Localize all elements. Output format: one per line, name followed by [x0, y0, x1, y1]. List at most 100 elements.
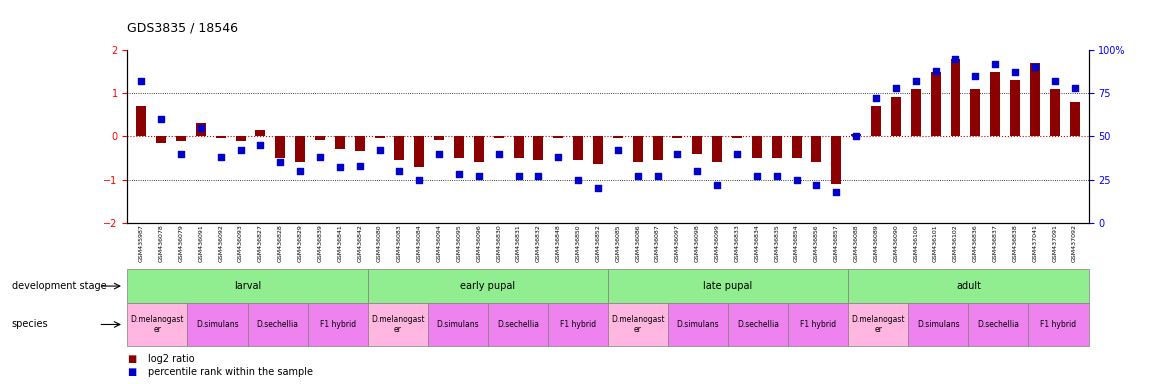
- Point: [787, 177, 806, 183]
- Text: D.melanogast
er: D.melanogast er: [611, 315, 665, 334]
- Bar: [415, 136, 424, 167]
- Point: [827, 189, 845, 195]
- Bar: [752, 136, 762, 158]
- Text: ■: ■: [127, 354, 137, 364]
- Bar: [276, 136, 285, 158]
- Bar: [851, 134, 862, 136]
- Text: D.sechellia: D.sechellia: [257, 320, 299, 329]
- Bar: [831, 136, 841, 184]
- Point: [727, 151, 746, 157]
- Point: [926, 68, 945, 74]
- Point: [887, 85, 906, 91]
- Point: [549, 154, 567, 160]
- Bar: [395, 136, 404, 160]
- Text: species: species: [12, 319, 49, 329]
- Point: [668, 151, 687, 157]
- Text: F1 hybrid: F1 hybrid: [800, 320, 836, 329]
- Bar: [493, 136, 504, 139]
- Bar: [534, 136, 543, 160]
- Bar: [911, 89, 921, 136]
- Bar: [891, 98, 901, 136]
- Bar: [137, 106, 146, 136]
- Point: [449, 171, 468, 177]
- Point: [708, 182, 726, 188]
- Point: [907, 78, 925, 84]
- Text: early pupal: early pupal: [460, 281, 515, 291]
- Point: [748, 173, 767, 179]
- Bar: [931, 71, 940, 136]
- Bar: [673, 136, 682, 139]
- Bar: [295, 136, 305, 162]
- Bar: [315, 136, 325, 140]
- Point: [985, 61, 1004, 67]
- Point: [152, 116, 170, 122]
- Point: [430, 151, 448, 157]
- Bar: [732, 136, 742, 139]
- Text: D.sechellia: D.sechellia: [738, 320, 779, 329]
- Text: ■: ■: [127, 367, 137, 377]
- Text: D.sechellia: D.sechellia: [497, 320, 538, 329]
- Text: D.simulans: D.simulans: [676, 320, 719, 329]
- Point: [569, 177, 587, 183]
- Text: D.melanogast
er: D.melanogast er: [131, 315, 184, 334]
- Bar: [1010, 80, 1020, 136]
- Bar: [474, 136, 484, 162]
- Point: [1046, 78, 1064, 84]
- Point: [351, 163, 369, 169]
- Text: late pupal: late pupal: [703, 281, 753, 291]
- Text: D.simulans: D.simulans: [917, 320, 960, 329]
- Bar: [514, 136, 523, 158]
- Bar: [970, 89, 981, 136]
- Text: larval: larval: [234, 281, 262, 291]
- Bar: [235, 136, 245, 141]
- Bar: [990, 71, 1001, 136]
- Text: D.simulans: D.simulans: [196, 320, 239, 329]
- Text: D.melanogast
er: D.melanogast er: [851, 315, 906, 334]
- Bar: [454, 136, 464, 158]
- Text: GDS3835 / 18546: GDS3835 / 18546: [127, 22, 239, 35]
- Text: F1 hybrid: F1 hybrid: [559, 320, 596, 329]
- Bar: [1029, 63, 1040, 136]
- Point: [132, 78, 151, 84]
- Bar: [335, 136, 345, 149]
- Point: [490, 151, 508, 157]
- Point: [946, 56, 965, 62]
- Point: [807, 182, 826, 188]
- Bar: [613, 136, 623, 139]
- Point: [310, 154, 329, 160]
- Bar: [156, 136, 166, 143]
- Bar: [354, 136, 365, 151]
- Text: D.sechellia: D.sechellia: [977, 320, 1019, 329]
- Bar: [792, 136, 801, 158]
- Point: [768, 173, 786, 179]
- Text: adult: adult: [955, 281, 981, 291]
- Point: [966, 73, 984, 79]
- Bar: [871, 106, 881, 136]
- Bar: [712, 136, 723, 162]
- Point: [171, 151, 190, 157]
- Text: D.melanogast
er: D.melanogast er: [371, 315, 425, 334]
- Bar: [215, 136, 226, 139]
- Point: [330, 164, 349, 170]
- Point: [648, 173, 667, 179]
- Bar: [1070, 102, 1079, 136]
- Bar: [593, 136, 603, 164]
- Bar: [196, 123, 206, 136]
- Bar: [375, 136, 384, 139]
- Point: [1006, 70, 1025, 76]
- Bar: [176, 136, 186, 141]
- Bar: [812, 136, 821, 162]
- Bar: [771, 136, 782, 158]
- Bar: [434, 136, 445, 140]
- Bar: [573, 136, 584, 160]
- Text: D.simulans: D.simulans: [437, 320, 479, 329]
- Bar: [692, 136, 702, 154]
- Bar: [653, 136, 662, 160]
- Point: [629, 173, 647, 179]
- Point: [867, 95, 886, 101]
- Point: [390, 168, 409, 174]
- Text: percentile rank within the sample: percentile rank within the sample: [148, 367, 313, 377]
- Text: development stage: development stage: [12, 281, 107, 291]
- Text: log2 ratio: log2 ratio: [148, 354, 195, 364]
- Point: [846, 133, 865, 139]
